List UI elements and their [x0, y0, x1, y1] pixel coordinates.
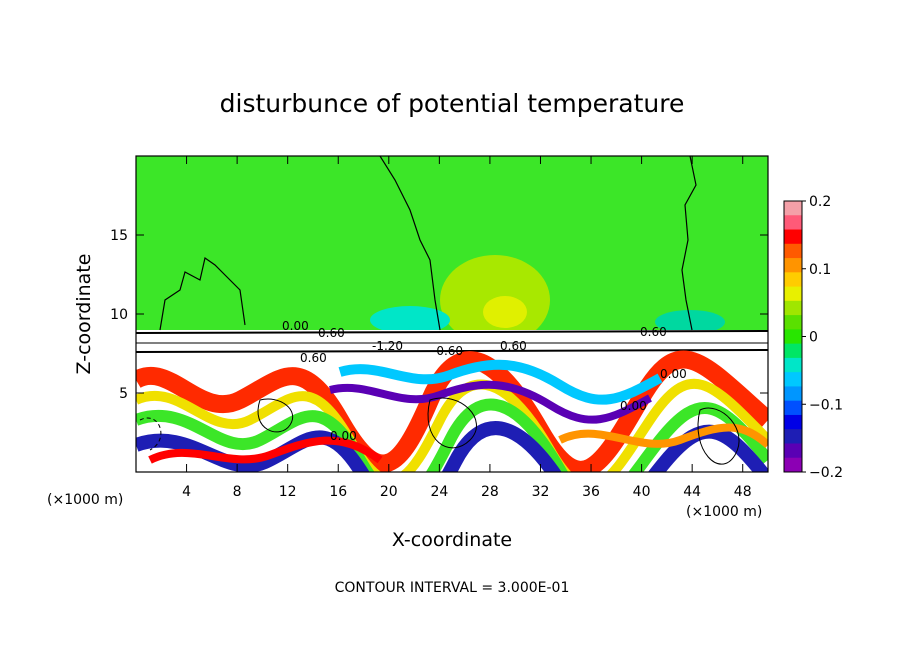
x-tick-label: 48	[734, 484, 752, 500]
x-tick-label: 8	[233, 484, 242, 500]
x-tick-label: 24	[430, 484, 448, 500]
turbulent-orange-band	[558, 423, 768, 449]
colorbar-tick-label: 0.1	[809, 262, 831, 278]
contour-interval: CONTOUR INTERVAL = 3.000E-01	[335, 580, 570, 596]
x-tick-label: 4	[182, 484, 191, 500]
turbulent-red-band-2	[148, 436, 383, 464]
cool-anomaly	[370, 306, 450, 334]
colorbar-swatch	[784, 443, 802, 459]
contour-lower-1	[257, 398, 293, 433]
x-tick-label: 20	[380, 484, 398, 500]
colorbar-swatch	[784, 400, 802, 416]
colorbar-tick-label: −0.1	[809, 397, 843, 413]
turbulent-cyan-band	[338, 359, 663, 405]
y-axis-label: Z-coordinate	[73, 254, 95, 375]
colorbar-swatch	[784, 386, 802, 402]
x-tick-label: 28	[481, 484, 499, 500]
x-unit-right: (×1000 m)	[686, 504, 762, 520]
y-axis-ticks: 5 10 15	[110, 228, 768, 402]
inversion-line-lower	[136, 349, 768, 353]
contour-zero-center	[379, 156, 441, 331]
colorbar-swatch	[784, 457, 802, 473]
turbulent-blue-band	[136, 421, 768, 472]
colorbar-tick-label: 0.2	[809, 194, 831, 210]
contour-lower-3	[697, 407, 740, 465]
x-axis-label: X-coordinate	[392, 529, 512, 551]
colorbar-swatch	[784, 343, 802, 359]
warm-anomaly-core	[483, 296, 527, 328]
chart-title: disturbunce of potential temperature	[220, 89, 685, 118]
turbulent-yellow-band	[136, 378, 768, 472]
colorbar-swatch	[784, 414, 802, 430]
contour-lower-2	[427, 397, 477, 449]
colorbar	[783, 200, 803, 473]
x-tick-label: 40	[633, 484, 651, 500]
x-tick-label: 44	[683, 484, 701, 500]
contour-label-6: 0.60	[300, 351, 327, 365]
colorbar-swatch	[784, 429, 802, 444]
y-tick-label: 15	[110, 228, 128, 244]
colorbar-swatch	[784, 357, 802, 373]
colorbar-swatch	[784, 315, 802, 330]
plot-area: 0.00 0.60 0.60 -1.20 -0.60 0.60 0.00 0.0…	[136, 156, 768, 472]
contour-label-7: 0.00	[330, 429, 357, 443]
colorbar-tick-label: 0	[809, 330, 818, 346]
contour-dashed-lower	[139, 417, 162, 451]
contour-label-2: 0.60	[318, 326, 345, 340]
colorbar-swatch	[784, 300, 802, 316]
x-axis-ticks: 4 8 12 16 20 24 28 32 36 40 44 48	[182, 156, 752, 500]
inversion-line-upper	[136, 330, 768, 334]
x-unit-left: (×1000 m)	[47, 492, 123, 508]
turbulent-purple-band	[329, 380, 652, 424]
y-tick-label: 5	[119, 386, 128, 402]
contour-label-3: 0.60	[640, 325, 667, 339]
contour-label-5: -0.60	[432, 344, 463, 358]
colorbar-swatch	[784, 258, 802, 273]
contour-label-9: 0.60	[500, 339, 527, 353]
colorbar-swatch	[784, 286, 802, 302]
y-tick-label: 10	[110, 307, 128, 323]
contour-zero-right	[681, 156, 697, 331]
colorbar-swatch	[784, 243, 802, 259]
x-tick-label: 16	[329, 484, 347, 500]
x-tick-label: 32	[532, 484, 550, 500]
colorbar-swatch	[784, 201, 802, 216]
x-tick-label: 36	[582, 484, 600, 500]
contour-label-10: 0.00	[660, 367, 687, 381]
contour-label-4: -1.20	[372, 339, 403, 353]
colorbar-swatch	[784, 272, 802, 288]
colorbar-swatch	[784, 372, 802, 387]
x-tick-label: 12	[279, 484, 297, 500]
colorbar-tick-label: −0.2	[809, 465, 843, 481]
contour-label-1: 0.00	[282, 319, 309, 333]
contour-label-8: 0.00	[620, 399, 647, 413]
colorbar-ticks: 0.2 0.1 0 −0.1 −0.2	[802, 194, 843, 481]
colorbar-swatch	[784, 229, 802, 245]
contour-zero-left	[159, 256, 246, 331]
colorbar-swatch	[784, 329, 802, 345]
colorbar-swatch	[784, 215, 802, 231]
